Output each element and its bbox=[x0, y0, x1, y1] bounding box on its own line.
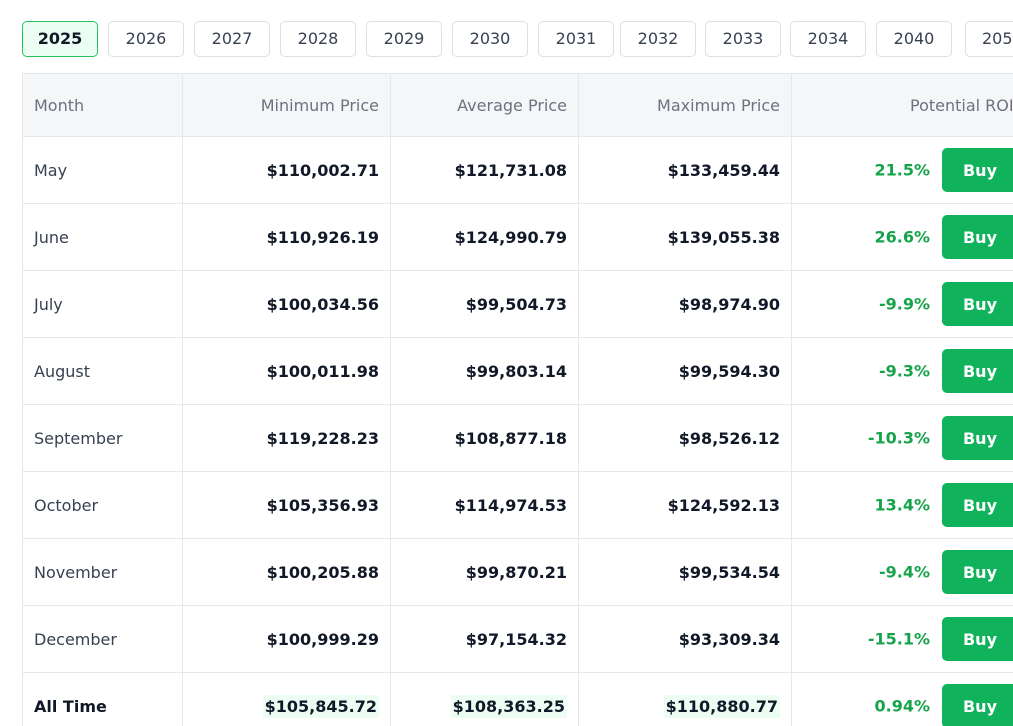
roi-value: 0.94% bbox=[874, 696, 930, 716]
year-tab-2025[interactable]: 2025 bbox=[22, 21, 98, 57]
year-tab-2032[interactable]: 2032 bbox=[620, 21, 696, 57]
all-time-avg-price: $108,363.25 bbox=[450, 694, 567, 718]
year-tab-2031[interactable]: 2031 bbox=[538, 21, 614, 57]
all-time-min-price: $105,845.72 bbox=[262, 694, 379, 718]
roi-value: -9.9% bbox=[878, 294, 930, 314]
all-time-row: All Time $105,845.72 $108,363.25 $110,88… bbox=[22, 672, 1013, 726]
buy-button[interactable]: Buy bbox=[942, 215, 1013, 259]
year-tab-2026[interactable]: 2026 bbox=[108, 21, 184, 57]
all-time-max-price: $110,880.77 bbox=[663, 694, 780, 718]
roi-cell: -9.3% Buy bbox=[791, 337, 1013, 405]
all-time-label: All Time bbox=[22, 672, 183, 726]
table-header-row: Month Minimum Price Average Price Maximu… bbox=[22, 73, 1013, 137]
roi-cell: -10.3% Buy bbox=[791, 404, 1013, 472]
month-cell: June bbox=[22, 203, 183, 271]
all-time-min-price-cell: $105,845.72 bbox=[182, 672, 391, 726]
month-cell: November bbox=[22, 538, 183, 606]
table-row: September $119,228.23 $108,877.18 $98,52… bbox=[22, 404, 1013, 472]
max-price-cell: $99,594.30 bbox=[578, 337, 792, 405]
year-tab-2028[interactable]: 2028 bbox=[280, 21, 356, 57]
year-tabs: 2025 2026 2027 2028 2029 2030 2031 2032 … bbox=[22, 21, 1013, 57]
roi-value: -9.4% bbox=[878, 562, 930, 582]
table-row: August $100,011.98 $99,803.14 $99,594.30… bbox=[22, 337, 1013, 405]
max-price-cell: $98,526.12 bbox=[578, 404, 792, 472]
all-time-max-price-cell: $110,880.77 bbox=[578, 672, 792, 726]
buy-button[interactable]: Buy bbox=[942, 148, 1013, 192]
price-prediction-table: Month Minimum Price Average Price Maximu… bbox=[22, 73, 1013, 726]
month-cell: August bbox=[22, 337, 183, 405]
roi-value: 21.5% bbox=[874, 160, 930, 180]
avg-price-cell: $99,504.73 bbox=[390, 270, 579, 338]
max-price-cell: $98,974.90 bbox=[578, 270, 792, 338]
max-price-cell: $139,055.38 bbox=[578, 203, 792, 271]
max-price-cell: $133,459.44 bbox=[578, 136, 792, 204]
min-price-cell: $100,034.56 bbox=[182, 270, 391, 338]
header-month: Month bbox=[22, 73, 183, 137]
roi-value: 26.6% bbox=[874, 227, 930, 247]
month-cell: October bbox=[22, 471, 183, 539]
year-tab-2030[interactable]: 2030 bbox=[452, 21, 528, 57]
header-average-price: Average Price bbox=[390, 73, 579, 137]
min-price-cell: $100,999.29 bbox=[182, 605, 391, 673]
max-price-cell: $124,592.13 bbox=[578, 471, 792, 539]
all-time-avg-price-cell: $108,363.25 bbox=[390, 672, 579, 726]
avg-price-cell: $121,731.08 bbox=[390, 136, 579, 204]
min-price-cell: $110,926.19 bbox=[182, 203, 391, 271]
roi-value: -9.3% bbox=[878, 361, 930, 381]
month-cell: July bbox=[22, 270, 183, 338]
avg-price-cell: $99,870.21 bbox=[390, 538, 579, 606]
min-price-cell: $100,011.98 bbox=[182, 337, 391, 405]
buy-button[interactable]: Buy bbox=[942, 617, 1013, 661]
roi-value: 13.4% bbox=[874, 495, 930, 515]
roi-cell: -15.1% Buy bbox=[791, 605, 1013, 673]
min-price-cell: $110,002.71 bbox=[182, 136, 391, 204]
buy-button[interactable]: Buy bbox=[942, 416, 1013, 460]
buy-button[interactable]: Buy bbox=[942, 483, 1013, 527]
table-row: November $100,205.88 $99,870.21 $99,534.… bbox=[22, 538, 1013, 606]
year-tab-2040[interactable]: 2040 bbox=[876, 21, 952, 57]
min-price-cell: $105,356.93 bbox=[182, 471, 391, 539]
year-tab-2034[interactable]: 2034 bbox=[790, 21, 866, 57]
roi-cell: -9.9% Buy bbox=[791, 270, 1013, 338]
buy-button[interactable]: Buy bbox=[942, 684, 1013, 726]
avg-price-cell: $124,990.79 bbox=[390, 203, 579, 271]
table-row: May $110,002.71 $121,731.08 $133,459.44 … bbox=[22, 136, 1013, 204]
buy-button[interactable]: Buy bbox=[942, 550, 1013, 594]
table-row: June $110,926.19 $124,990.79 $139,055.38… bbox=[22, 203, 1013, 271]
roi-cell: 21.5% Buy bbox=[791, 136, 1013, 204]
max-price-cell: $99,534.54 bbox=[578, 538, 792, 606]
month-cell: September bbox=[22, 404, 183, 472]
roi-value: -15.1% bbox=[867, 629, 930, 649]
avg-price-cell: $114,974.53 bbox=[390, 471, 579, 539]
buy-button[interactable]: Buy bbox=[942, 349, 1013, 393]
avg-price-cell: $99,803.14 bbox=[390, 337, 579, 405]
roi-value: -10.3% bbox=[867, 428, 930, 448]
header-potential-roi: Potential ROI bbox=[791, 73, 1013, 137]
year-tab-2029[interactable]: 2029 bbox=[366, 21, 442, 57]
year-tab-2050[interactable]: 2050 bbox=[965, 21, 1013, 57]
header-maximum-price: Maximum Price bbox=[578, 73, 792, 137]
buy-button[interactable]: Buy bbox=[942, 282, 1013, 326]
table-row: October $105,356.93 $114,974.53 $124,592… bbox=[22, 471, 1013, 539]
table-row: July $100,034.56 $99,504.73 $98,974.90 -… bbox=[22, 270, 1013, 338]
avg-price-cell: $108,877.18 bbox=[390, 404, 579, 472]
max-price-cell: $93,309.34 bbox=[578, 605, 792, 673]
year-tab-2027[interactable]: 2027 bbox=[194, 21, 270, 57]
year-tab-2033[interactable]: 2033 bbox=[705, 21, 781, 57]
month-cell: May bbox=[22, 136, 183, 204]
roi-cell: 0.94% Buy bbox=[791, 672, 1013, 726]
roi-cell: 13.4% Buy bbox=[791, 471, 1013, 539]
header-minimum-price: Minimum Price bbox=[182, 73, 391, 137]
avg-price-cell: $97,154.32 bbox=[390, 605, 579, 673]
min-price-cell: $119,228.23 bbox=[182, 404, 391, 472]
table-row: December $100,999.29 $97,154.32 $93,309.… bbox=[22, 605, 1013, 673]
month-cell: December bbox=[22, 605, 183, 673]
roi-cell: 26.6% Buy bbox=[791, 203, 1013, 271]
roi-cell: -9.4% Buy bbox=[791, 538, 1013, 606]
min-price-cell: $100,205.88 bbox=[182, 538, 391, 606]
